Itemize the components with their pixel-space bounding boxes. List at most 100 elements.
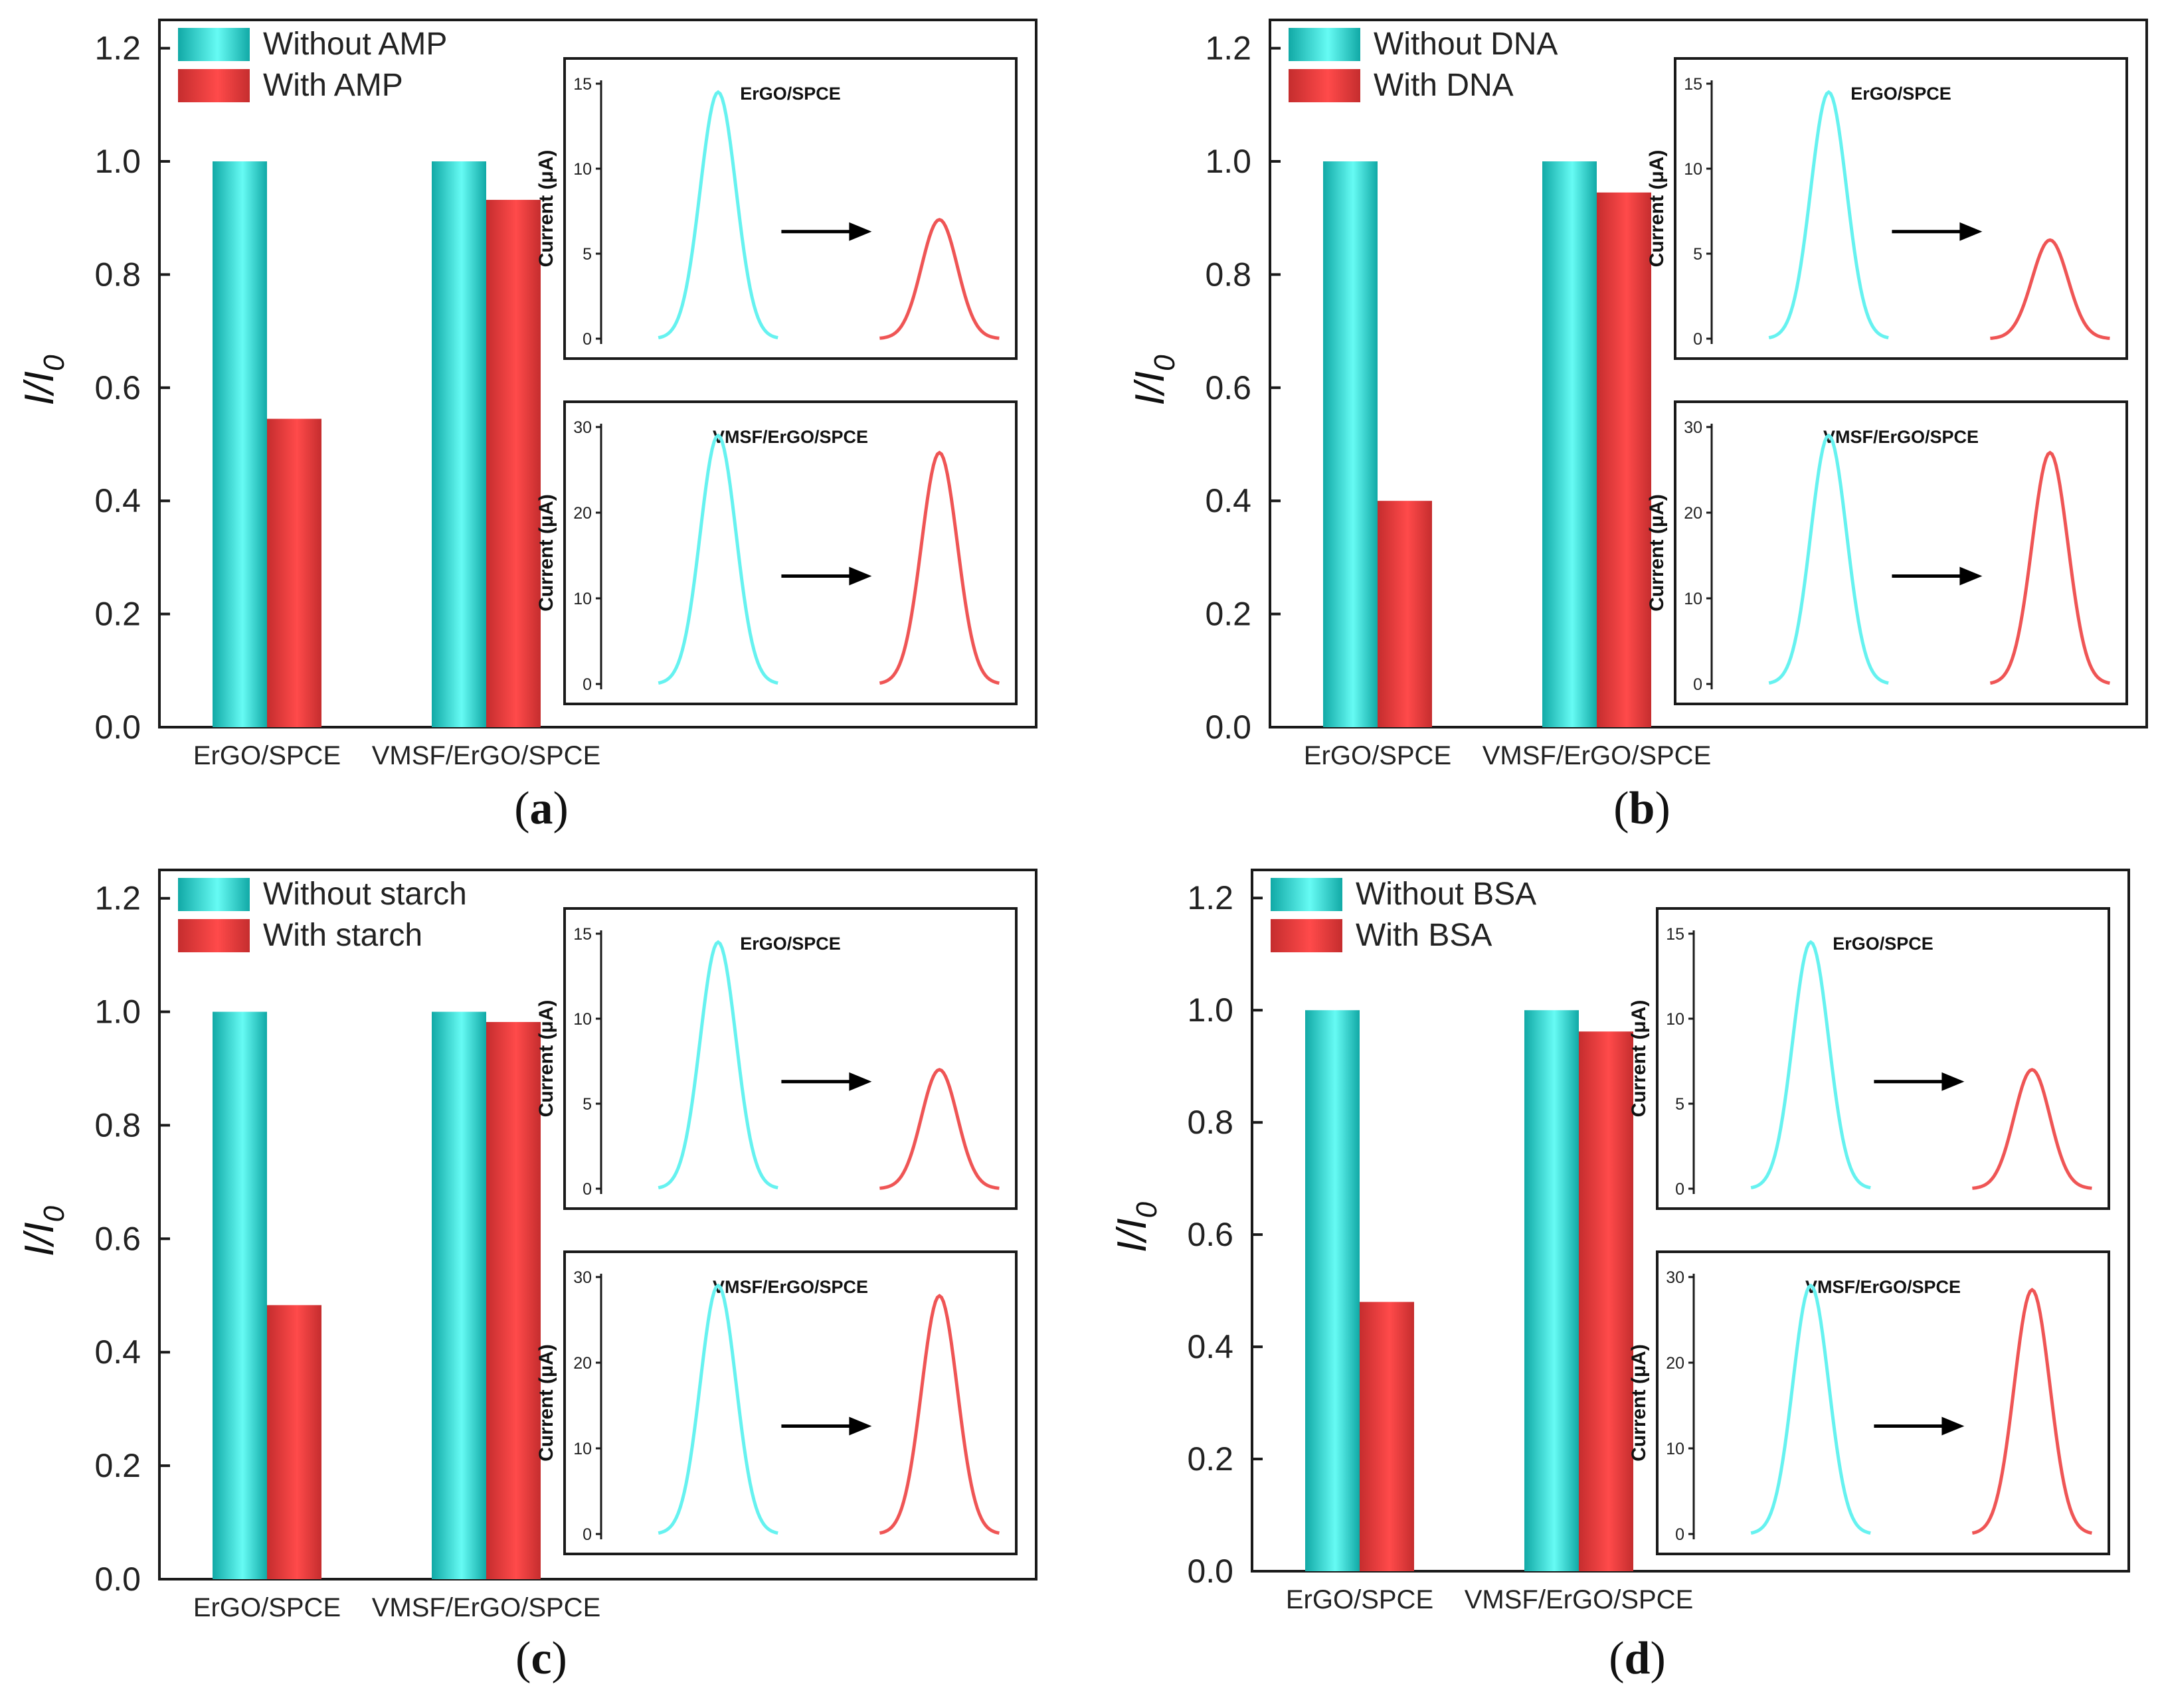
y-tick-label: 1.0 bbox=[94, 143, 141, 180]
bar-without-2 bbox=[1524, 1010, 1579, 1571]
inset-y-tick-label: 15 bbox=[1684, 75, 1702, 94]
panel-label: (c) bbox=[515, 1633, 567, 1684]
inset-y-tick-label: 5 bbox=[583, 1095, 592, 1114]
y-tick-label: 0.2 bbox=[1205, 596, 1251, 633]
curve-after bbox=[879, 218, 1000, 340]
inset-y-tick-label: 10 bbox=[573, 590, 592, 608]
bar-with-2 bbox=[486, 1021, 541, 1579]
inset-y-tick-label: 0 bbox=[583, 1525, 592, 1544]
panel-c: 0.0 0.2 0.4 0.6 0.8 1.0 1.2 I/I0 ErGO/SPCE VMSF/E… bbox=[17, 869, 1037, 1684]
y-tick-label: 0.2 bbox=[1187, 1440, 1233, 1478]
plot-frame bbox=[158, 19, 1037, 728]
y-tick-label: 0.4 bbox=[1187, 1328, 1233, 1365]
curve-after bbox=[1990, 238, 2110, 340]
bar-without-2 bbox=[432, 161, 486, 727]
inset-y-axis-title: Current (μA) bbox=[1646, 494, 1668, 612]
inset-frame bbox=[1674, 400, 2128, 705]
y-tick-label: 0.6 bbox=[94, 1220, 141, 1257]
inset-y-tick-label: 30 bbox=[1684, 418, 1702, 437]
inset-y-tick-label: 0 bbox=[583, 675, 592, 694]
bar-with-1 bbox=[1378, 501, 1432, 727]
inset-frame bbox=[563, 907, 1018, 1210]
inset-y-tick-label: 5 bbox=[1693, 245, 1702, 264]
y-tick-label: 0.2 bbox=[94, 596, 141, 633]
x-category-label: VMSF/ErGO/SPCE bbox=[372, 741, 601, 770]
y-axis-title: I/I0 bbox=[1109, 1201, 1163, 1252]
inset-vmsf: 0 10 20 30 Current (μA) VMSF/ErGO/SPCE bbox=[1628, 1250, 2110, 1555]
y-tick-label: 0.0 bbox=[94, 1561, 141, 1598]
inset-y-tick-label: 0 bbox=[1675, 1525, 1684, 1544]
inset-y-tick-label: 5 bbox=[1675, 1095, 1684, 1114]
inset-y-axis-title: Current (μA) bbox=[535, 1000, 557, 1118]
inset-ergo: 0 5 10 15 Current (μA) ErGO/SPCE bbox=[535, 907, 1018, 1210]
plot-frame bbox=[1251, 869, 2130, 1573]
bar-without-2 bbox=[432, 1011, 486, 1579]
inset-y-axis-title: Current (μA) bbox=[1628, 1344, 1650, 1462]
legend-label: Without AMP bbox=[263, 27, 447, 62]
legend-swatch bbox=[178, 28, 250, 61]
curve-before bbox=[1768, 433, 1889, 685]
x-category-label: ErGO/SPCE bbox=[1304, 741, 1451, 770]
inset-title: VMSF/ErGO/SPCE bbox=[713, 427, 868, 447]
curve-after bbox=[1972, 1068, 2092, 1190]
y-tick-label: 0.0 bbox=[1205, 709, 1251, 746]
inset-y-tick-label: 10 bbox=[1684, 590, 1702, 608]
curve-after bbox=[1971, 1288, 2092, 1535]
inset-title: ErGO/SPCE bbox=[740, 934, 841, 954]
inset-y-tick-label: 10 bbox=[1666, 1440, 1684, 1458]
curve-before bbox=[1750, 1283, 1871, 1535]
bar-with-2 bbox=[1597, 192, 1651, 727]
plot-frame bbox=[1269, 19, 2148, 728]
arrow-head-icon bbox=[1941, 1416, 1965, 1436]
y-tick-label: 1.2 bbox=[94, 880, 141, 917]
inset-y-tick-label: 30 bbox=[1666, 1268, 1684, 1287]
inset-y-axis-title: Current (μA) bbox=[1628, 1000, 1650, 1118]
bar-without-2 bbox=[1542, 161, 1597, 727]
inset-y-tick-label: 10 bbox=[573, 160, 592, 179]
bar-without-1 bbox=[1323, 161, 1378, 727]
x-category-label: ErGO/SPCE bbox=[1286, 1585, 1433, 1614]
inset-y-tick-label: 0 bbox=[1693, 330, 1702, 349]
inset-y-tick-label: 15 bbox=[573, 75, 592, 94]
inset-y-tick-label: 15 bbox=[573, 925, 592, 944]
x-category-label: VMSF/ErGO/SPCE bbox=[372, 1593, 601, 1622]
inset-title: ErGO/SPCE bbox=[1850, 84, 1951, 104]
bar-with-1 bbox=[267, 1305, 321, 1579]
y-tick-label: 0.8 bbox=[94, 256, 141, 293]
x-category-label: ErGO/SPCE bbox=[193, 1593, 341, 1622]
legend-label: With AMP bbox=[263, 68, 403, 103]
legend-swatch bbox=[178, 919, 250, 952]
legend-swatch bbox=[178, 878, 250, 911]
bar-without-1 bbox=[213, 161, 267, 727]
panel-b: 0.0 0.2 0.4 0.6 0.8 1.0 1.2 I/I0 ErGO/SPCE VMSF/E… bbox=[1127, 19, 2148, 834]
arrow-head-icon bbox=[1959, 566, 1983, 586]
inset-vmsf: 0 10 20 30 Current (μA) VMSF/ErGO/SPCE bbox=[1646, 400, 2128, 705]
inset-y-tick-label: 20 bbox=[573, 1354, 592, 1373]
panel-label: (a) bbox=[514, 783, 569, 834]
inset-y-tick-label: 30 bbox=[573, 418, 592, 437]
panel-label: (d) bbox=[1609, 1633, 1666, 1684]
inset-ergo: 0 5 10 15 Current (μA) ErGO/SPCE bbox=[535, 57, 1018, 360]
bar-without-1 bbox=[213, 1011, 267, 1579]
panel-d: 0.0 0.2 0.4 0.6 0.8 1.0 1.2 I/I0 ErGO/SPCE VMSF/E… bbox=[1109, 869, 2130, 1684]
y-axis-title: I/I0 bbox=[1127, 355, 1181, 406]
curve-before bbox=[658, 433, 778, 685]
inset-title: VMSF/ErGO/SPCE bbox=[713, 1277, 868, 1297]
bar-with-2 bbox=[486, 199, 541, 727]
inset-ergo: 0 5 10 15 Current (μA) ErGO/SPCE bbox=[1646, 57, 2128, 360]
x-category-label: VMSF/ErGO/SPCE bbox=[1483, 741, 1712, 770]
curve-before bbox=[1768, 90, 1889, 340]
curve-before bbox=[658, 1283, 778, 1535]
y-tick-label: 0.8 bbox=[1187, 1104, 1233, 1141]
y-tick-label: 0.2 bbox=[94, 1447, 141, 1484]
inset-y-tick-label: 30 bbox=[573, 1268, 592, 1287]
inset-title: VMSF/ErGO/SPCE bbox=[1823, 427, 1979, 447]
y-tick-label: 0.0 bbox=[94, 709, 141, 746]
inset-y-tick-label: 10 bbox=[1684, 160, 1702, 179]
legend-swatch bbox=[1289, 28, 1360, 61]
y-axis-title: I/I0 bbox=[17, 355, 70, 406]
curve-before bbox=[658, 940, 778, 1190]
curve-after bbox=[879, 1294, 1000, 1535]
y-tick-label: 0.6 bbox=[1205, 369, 1251, 406]
